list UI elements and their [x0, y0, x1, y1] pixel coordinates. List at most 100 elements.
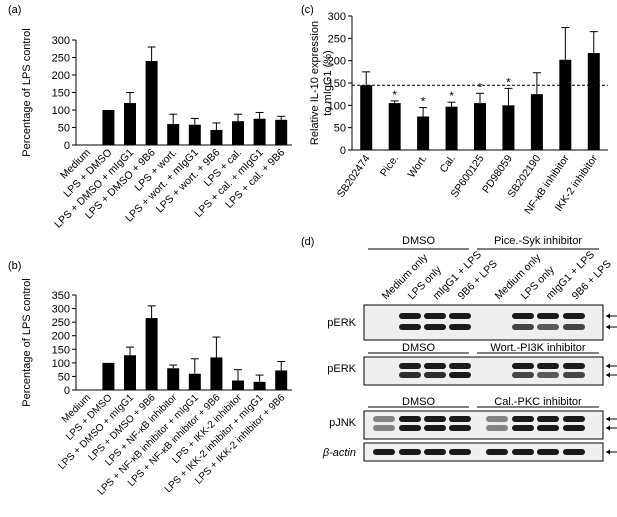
- y-tick-label: 250: [328, 33, 346, 45]
- blot-band: [563, 449, 585, 455]
- bar: [275, 119, 288, 145]
- blot-band: [563, 324, 585, 330]
- y-tick-label: 100: [52, 358, 70, 370]
- y-tick-label: 150: [328, 78, 346, 90]
- bar: [559, 59, 572, 151]
- significance-marker: *: [478, 80, 483, 94]
- y-axis-label: Relative IL-10 expression: [309, 21, 321, 145]
- blot-band: [424, 372, 446, 378]
- y-tick-label: 200: [328, 56, 346, 68]
- band-arrow-head: [606, 416, 610, 422]
- y-tick-label: 50: [58, 123, 70, 135]
- blot-band: [449, 416, 471, 422]
- blot-band: [486, 425, 508, 431]
- bar: [167, 368, 180, 390]
- band-arrow-head: [606, 313, 610, 319]
- group-header-inhibitor: Wort.-PI3K inhibitor: [490, 342, 586, 354]
- bar: [253, 381, 266, 390]
- group-header-inhibitor: Cal.-PKC inhibitor: [494, 396, 582, 408]
- bar: [417, 116, 430, 150]
- blot-band: [449, 363, 471, 369]
- blot-band: [537, 416, 559, 422]
- blot-band: [512, 372, 534, 378]
- y-tick-label: 50: [58, 371, 70, 383]
- blot-band: [399, 425, 421, 431]
- band-arrow-head: [606, 324, 610, 330]
- bar: [388, 103, 401, 150]
- bar: [145, 61, 158, 145]
- y-axis-label: to mIgG1 (%): [322, 50, 334, 115]
- bar: [210, 129, 223, 145]
- panel-label-c: (c): [301, 4, 314, 16]
- blot-row-label: β-actin: [322, 447, 356, 459]
- bar: [167, 124, 180, 145]
- significance-marker: *: [421, 95, 426, 109]
- blot-band: [399, 449, 421, 455]
- panel-label-d: (d): [301, 236, 315, 248]
- y-tick-label: 250: [52, 317, 70, 329]
- y-tick-label: 300: [52, 304, 70, 316]
- y-tick-label: 100: [328, 100, 346, 112]
- y-tick-label: 0: [64, 385, 70, 397]
- blot-box: [363, 442, 604, 462]
- significance-marker: *: [392, 88, 397, 102]
- bar: [188, 124, 201, 145]
- band-arrow-head: [606, 449, 610, 455]
- y-tick-label: 200: [52, 331, 70, 343]
- blot-band: [399, 313, 421, 319]
- blot-band: [537, 372, 559, 378]
- blot-box: [363, 356, 604, 386]
- blot-band: [449, 313, 471, 319]
- y-tick-label: 150: [52, 88, 70, 100]
- blot-row-label: pJNK: [329, 417, 357, 429]
- blot-band: [449, 324, 471, 330]
- blot-band: [512, 425, 534, 431]
- blot-band: [563, 363, 585, 369]
- blot-band: [537, 324, 559, 330]
- blot-band: [563, 416, 585, 422]
- blot-band: [512, 449, 534, 455]
- y-tick-label: 200: [52, 70, 70, 82]
- blot-band: [563, 425, 585, 431]
- bar: [445, 106, 458, 150]
- panel-label-b: (b): [8, 260, 22, 272]
- blot-band: [563, 313, 585, 319]
- blot-row-label: pERK: [327, 317, 356, 329]
- blot-band: [373, 449, 395, 455]
- group-header-inhibitor: Pice.-Syk inhibitor: [494, 235, 582, 247]
- blot-band: [424, 324, 446, 330]
- blot-box: [363, 304, 604, 341]
- band-arrow-head: [606, 425, 610, 431]
- blot-band: [424, 416, 446, 422]
- blot-band: [512, 363, 534, 369]
- blot-band: [486, 416, 508, 422]
- bar: [210, 357, 223, 390]
- group-header-dmso: DMSO: [402, 396, 435, 408]
- bar: [188, 373, 201, 390]
- band-arrow-head: [606, 372, 610, 378]
- bar: [232, 380, 244, 390]
- bar: [587, 53, 600, 150]
- blot-band: [486, 449, 508, 455]
- blot-band: [512, 324, 534, 330]
- blot-band: [399, 416, 421, 422]
- blot-band: [424, 313, 446, 319]
- blot-band: [537, 449, 559, 455]
- group-header-dmso: DMSO: [402, 235, 435, 247]
- blot-band: [449, 449, 471, 455]
- y-axis-label: Percentage of LPS control: [21, 278, 33, 406]
- band-arrow-head: [606, 363, 610, 369]
- bar: [145, 318, 158, 390]
- bar: [474, 103, 486, 150]
- blot-band: [537, 313, 559, 319]
- blot-band: [373, 416, 395, 422]
- bar: [360, 85, 373, 150]
- y-tick-label: 0: [340, 145, 346, 157]
- blot-band: [399, 324, 421, 330]
- blot-band: [512, 416, 534, 422]
- bar: [124, 355, 136, 390]
- blot-band: [424, 363, 446, 369]
- blot-band: [563, 372, 585, 378]
- y-tick-label: 100: [52, 105, 70, 117]
